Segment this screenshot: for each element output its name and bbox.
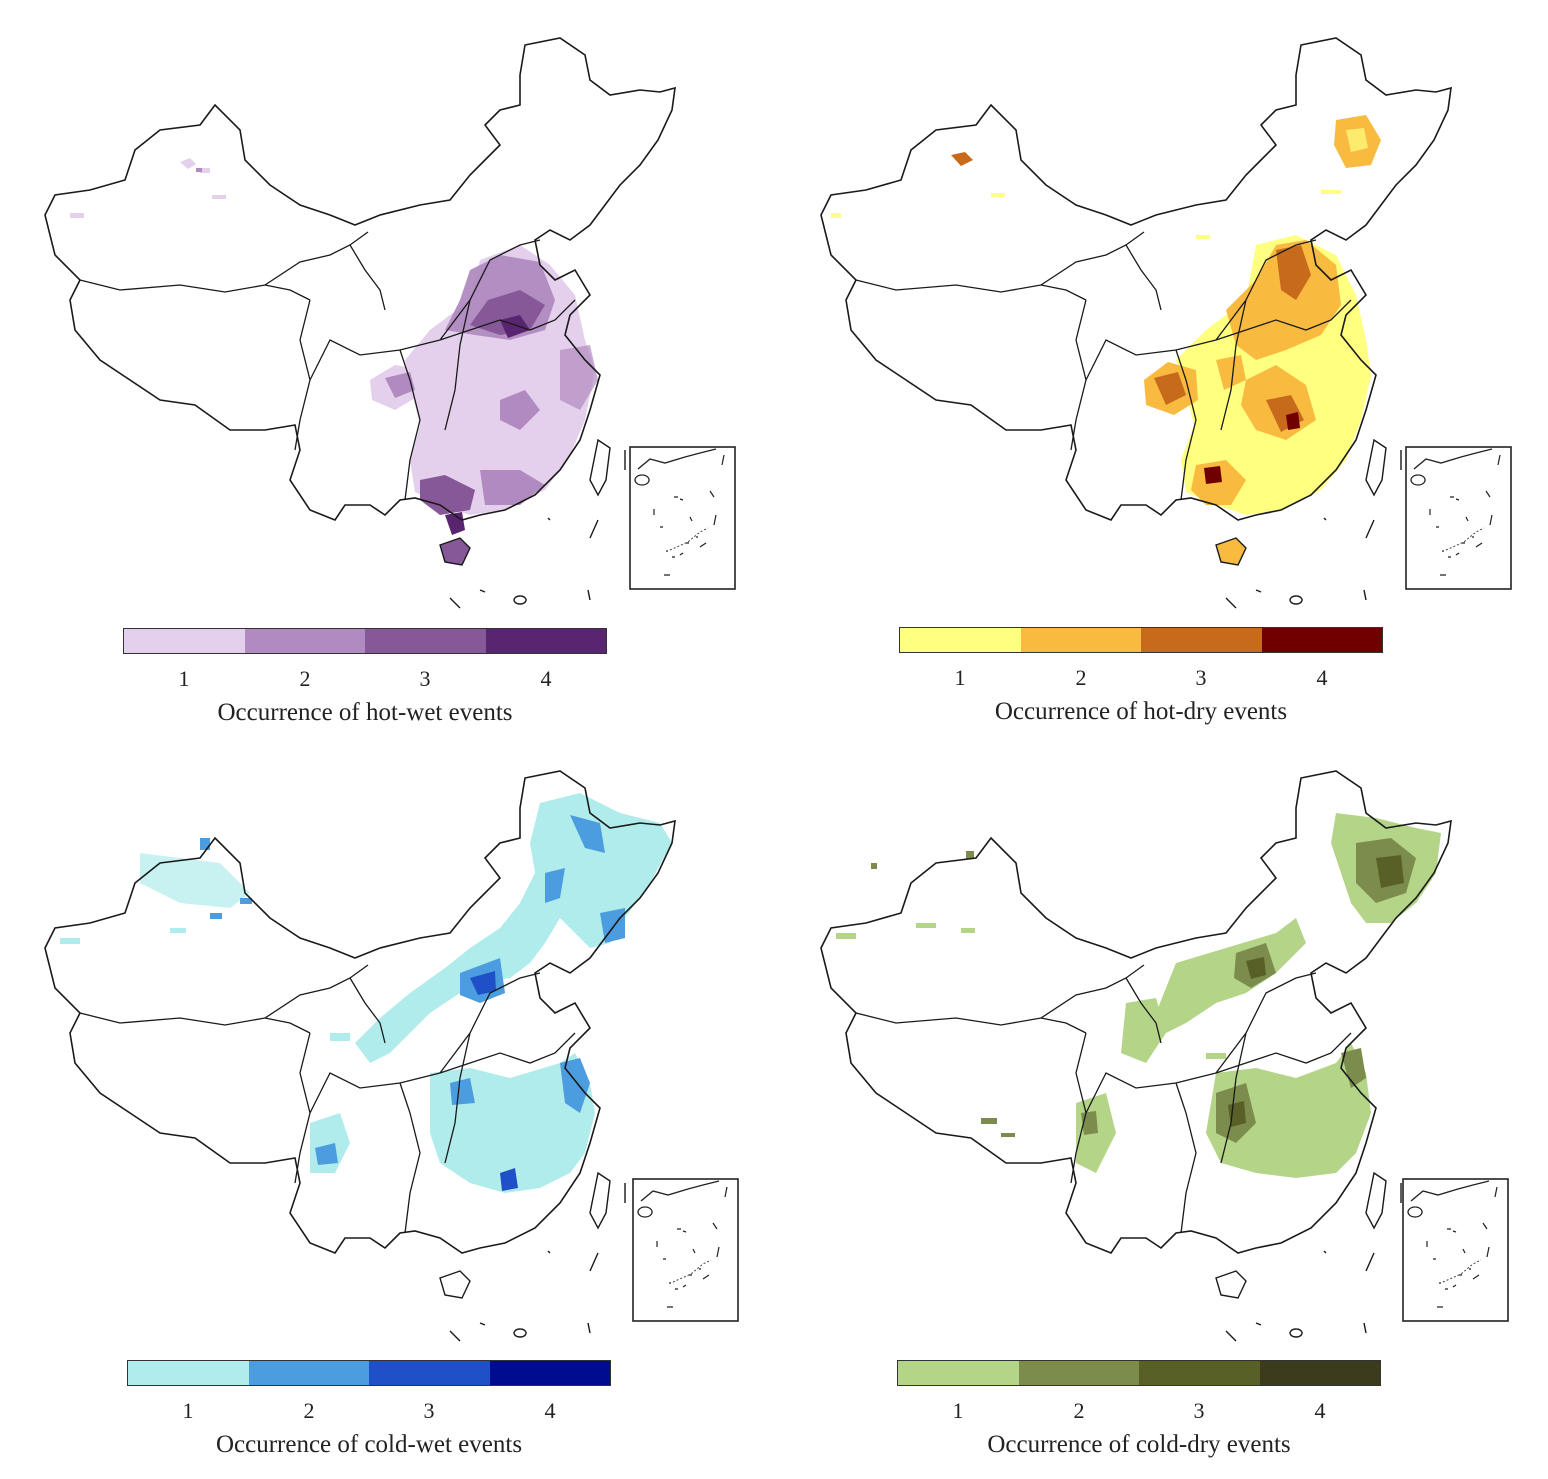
tick-label: 1 [182, 1398, 194, 1423]
tick-label: 3 [1193, 1398, 1205, 1423]
colorbar-segment-2 [1020, 628, 1141, 652]
china-map-cold-dry [820, 770, 1509, 1342]
colorbar-segment-1 [124, 629, 245, 653]
inset-south-china-sea [629, 446, 736, 590]
colorbar-segment-2 [248, 1361, 369, 1385]
tick-label: 2 [1073, 1398, 1085, 1423]
colorbar-segment-4 [1259, 1361, 1380, 1385]
tick-label: 3 [423, 1398, 435, 1423]
colorbar-segments [123, 628, 607, 654]
colorbar-segment-3 [369, 1361, 490, 1385]
tick-label: 2 [299, 666, 311, 691]
data-layer [60, 793, 672, 1193]
tick-label: 1 [178, 666, 190, 691]
tick-label: 4 [544, 1398, 556, 1423]
tick-label: 1 [952, 1398, 964, 1423]
colorbar-title: Occurrence of cold-dry events [987, 1431, 1291, 1458]
tick-label: 3 [419, 666, 431, 691]
colorbar-title: Occurrence of hot-dry events [994, 698, 1288, 725]
colorbar-segment-4 [485, 629, 606, 653]
tick-label: 4 [1316, 665, 1328, 690]
tick-label: 2 [1075, 665, 1087, 690]
colorbar-segment-1 [128, 1361, 249, 1385]
inset-south-china-sea [632, 1178, 739, 1322]
colorbar-segment-1 [900, 628, 1021, 652]
colorbar-title: Occurrence of cold-wet events [215, 1431, 523, 1458]
colorbar-segment-4 [489, 1361, 610, 1385]
china-map-hot-wet [44, 37, 736, 609]
colorbar-segment-4 [1261, 628, 1382, 652]
panel-hot-dry: 1 2 3 4 Occurrence of hot-dry events [776, 0, 1548, 739]
colorbar-title: Occurrence of hot-wet events [217, 699, 513, 726]
data-layer [70, 158, 598, 565]
inset-south-china-sea [1405, 446, 1512, 590]
colorbar-segment-3 [1139, 1361, 1260, 1385]
tick-label: 1 [954, 665, 966, 690]
data-layer [836, 813, 1441, 1178]
panel-hot-wet: 1 2 3 4 Occurrence of hot-wet events [0, 0, 774, 739]
colorbar-segment-2 [244, 629, 365, 653]
panel-cold-wet: 1 2 3 4 Occurrence of cold-wet events [0, 733, 774, 1472]
tick-label: 3 [1195, 665, 1207, 690]
tick-label: 4 [1314, 1398, 1326, 1423]
colorbar-segments [899, 627, 1383, 653]
colorbar-segment-3 [365, 629, 486, 653]
tick-label: 2 [303, 1398, 315, 1423]
china-map-cold-wet [44, 770, 739, 1342]
colorbar-segment-1 [898, 1361, 1019, 1385]
inset-south-china-sea [1402, 1178, 1509, 1322]
colorbar-segments [897, 1360, 1381, 1386]
tick-label: 4 [540, 666, 552, 691]
colorbar-segment-3 [1141, 628, 1262, 652]
china-map-hot-dry [820, 37, 1512, 609]
colorbar-segment-2 [1018, 1361, 1139, 1385]
panel-cold-dry: 1 2 3 4 Occurrence of cold-dry events [776, 733, 1548, 1472]
colorbar-segments [127, 1360, 611, 1386]
